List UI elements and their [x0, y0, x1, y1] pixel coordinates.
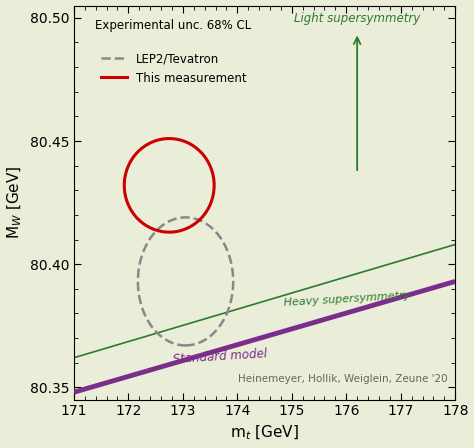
Text: Experimental unc. 68% CL: Experimental unc. 68% CL: [95, 19, 251, 32]
X-axis label: m$_t$ [GeV]: m$_t$ [GeV]: [230, 424, 299, 443]
Legend: LEP2/Tevatron, This measurement: LEP2/Tevatron, This measurement: [101, 53, 247, 85]
Y-axis label: M$_W$ [GeV]: M$_W$ [GeV]: [6, 166, 24, 239]
Text: Light supersymmetry: Light supersymmetry: [294, 12, 420, 25]
Text: Heavy supersymmetry: Heavy supersymmetry: [283, 291, 411, 309]
Text: Heinemeyer, Hollik, Weiglein, Zeune '20: Heinemeyer, Hollik, Weiglein, Zeune '20: [238, 374, 447, 384]
Text: Standard model: Standard model: [172, 348, 267, 366]
